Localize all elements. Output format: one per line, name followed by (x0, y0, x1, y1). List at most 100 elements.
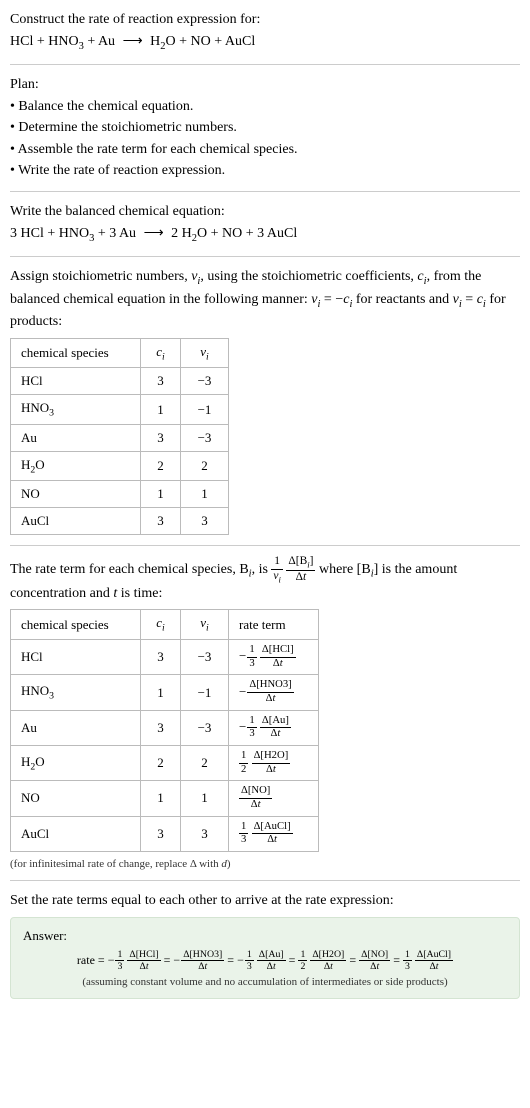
table-header-row: chemical species ci νi (11, 338, 229, 368)
table-row: HNO31−1−Δ[HNO3]Δt (11, 675, 319, 710)
cell-rate: −13 Δ[HCl]Δt (229, 640, 319, 675)
cell-c: 1 (141, 481, 181, 508)
plan-item-text: Balance the chemical equation. (18, 99, 193, 114)
col-rate: rate term (229, 610, 319, 640)
cell-species: AuCl (11, 816, 141, 851)
cell-c: 3 (141, 508, 181, 535)
divider-4 (10, 545, 520, 546)
divider-2 (10, 191, 520, 192)
rt-part: where [B (319, 562, 371, 577)
cell-rate: Δ[NO]Δt (229, 781, 319, 816)
cell-nu: 2 (181, 745, 229, 780)
stoich-table: chemical species ci νi HCl3−3 HNO31−1 Au… (10, 338, 229, 536)
assign-part: , using the stoichiometric coefficients, (200, 269, 417, 284)
cell-species: AuCl (11, 508, 141, 535)
cell-nu: 3 (181, 816, 229, 851)
balanced-equation: 3 HCl + HNO3 + 3 Au ⟶ 2 H2O + NO + 3 AuC… (10, 224, 520, 246)
header-equation: HCl + HNO3 + Au ⟶ H2O + NO + AuCl (10, 32, 520, 54)
plan-item-text: Determine the stoichiometric numbers. (18, 120, 237, 135)
plan-label: Plan: (10, 75, 520, 95)
table-row: HCl3−3 (11, 368, 229, 395)
cell-nu: −3 (181, 368, 229, 395)
header-title: Construct the rate of reaction expressio… (10, 10, 520, 30)
answer-box: Answer: rate = −13 Δ[HCl]Δt = −Δ[HNO3]Δt… (10, 917, 520, 1000)
table-row: Au3−3 (11, 424, 229, 451)
assign-part: Assign stoichiometric numbers, (10, 269, 191, 284)
assign-section: Assign stoichiometric numbers, νi , using… (10, 267, 520, 535)
divider-1 (10, 64, 520, 65)
table-row: NO11 (11, 481, 229, 508)
cell-species: H2O (11, 745, 141, 780)
rate-table: chemical species ci νi rate term HCl3−3−… (10, 609, 319, 851)
table-row: NO11Δ[NO]Δt (11, 781, 319, 816)
cell-c: 3 (141, 424, 181, 451)
plan-item-text: Assemble the rate term for each chemical… (18, 142, 298, 157)
cell-c: 1 (141, 675, 181, 710)
col-species: chemical species (11, 610, 141, 640)
cell-c: 2 (141, 451, 181, 481)
cell-species: NO (11, 481, 141, 508)
table-row: AuCl3313 Δ[AuCl]Δt (11, 816, 319, 851)
rt-part: The rate term for each chemical species,… (10, 562, 249, 577)
rateterm-text: The rate term for each chemical species,… (10, 556, 520, 603)
table-row: H2O2212 Δ[H2O]Δt (11, 745, 319, 780)
cell-c: 2 (141, 745, 181, 780)
cell-species: HCl (11, 368, 141, 395)
cell-c: 1 (141, 395, 181, 425)
cell-nu: 3 (181, 508, 229, 535)
plan-item-text: Write the rate of reaction expression. (18, 163, 225, 178)
cell-nu: −3 (181, 640, 229, 675)
table2-note: (for infinitesimal rate of change, repla… (10, 858, 520, 870)
cell-species: HNO3 (11, 675, 141, 710)
divider-3 (10, 256, 520, 257)
col-species: chemical species (11, 338, 141, 368)
header-section: Construct the rate of reaction expressio… (10, 10, 520, 54)
col-ci: ci (141, 610, 181, 640)
table-row: H2O22 (11, 451, 229, 481)
assign-part: for reactants and (352, 292, 452, 307)
plan-section: Plan: • Balance the chemical equation. •… (10, 75, 520, 181)
plan-item: • Assemble the rate term for each chemic… (10, 140, 520, 160)
table-row: HCl3−3−13 Δ[HCl]Δt (11, 640, 319, 675)
plan-item: • Determine the stoichiometric numbers. (10, 118, 520, 138)
cell-rate: 13 Δ[AuCl]Δt (229, 816, 319, 851)
col-nu: νi (181, 338, 229, 368)
answer-note: (assuming constant volume and no accumul… (23, 976, 507, 988)
rt-part: , is (252, 562, 272, 577)
cell-species: Au (11, 710, 141, 745)
cell-species: NO (11, 781, 141, 816)
cell-nu: −3 (181, 424, 229, 451)
col-ci: ci (141, 338, 181, 368)
cell-species: Au (11, 424, 141, 451)
final-intro: Set the rate terms equal to each other t… (10, 891, 520, 911)
rateterm-section: The rate term for each chemical species,… (10, 556, 520, 869)
table-row: AuCl33 (11, 508, 229, 535)
cell-species: H2O (11, 451, 141, 481)
final-section: Set the rate terms equal to each other t… (10, 891, 520, 999)
cell-c: 1 (141, 781, 181, 816)
cell-c: 3 (141, 640, 181, 675)
balanced-intro: Write the balanced chemical equation: (10, 202, 520, 222)
answer-label: Answer: (23, 928, 507, 944)
rt-part: is time: (117, 586, 162, 601)
assign-text: Assign stoichiometric numbers, νi, using… (10, 267, 520, 332)
table-header-row: chemical species ci νi rate term (11, 610, 319, 640)
answer-formula: rate = −13 Δ[HCl]Δt = −Δ[HNO3]Δt = −13 Δ… (23, 950, 507, 973)
cell-c: 3 (141, 710, 181, 745)
table-row: Au3−3−13 Δ[Au]Δt (11, 710, 319, 745)
col-nu: νi (181, 610, 229, 640)
cell-c: 3 (141, 816, 181, 851)
balanced-section: Write the balanced chemical equation: 3 … (10, 202, 520, 246)
plan-item: • Balance the chemical equation. (10, 97, 520, 117)
cell-nu: −1 (181, 675, 229, 710)
plan-item: • Write the rate of reaction expression. (10, 161, 520, 181)
cell-rate: 12 Δ[H2O]Δt (229, 745, 319, 780)
table-row: HNO31−1 (11, 395, 229, 425)
cell-nu: −3 (181, 710, 229, 745)
cell-species: HCl (11, 640, 141, 675)
cell-species: HNO3 (11, 395, 141, 425)
cell-nu: −1 (181, 395, 229, 425)
cell-nu: 1 (181, 781, 229, 816)
rate-label: rate (77, 953, 95, 967)
cell-c: 3 (141, 368, 181, 395)
